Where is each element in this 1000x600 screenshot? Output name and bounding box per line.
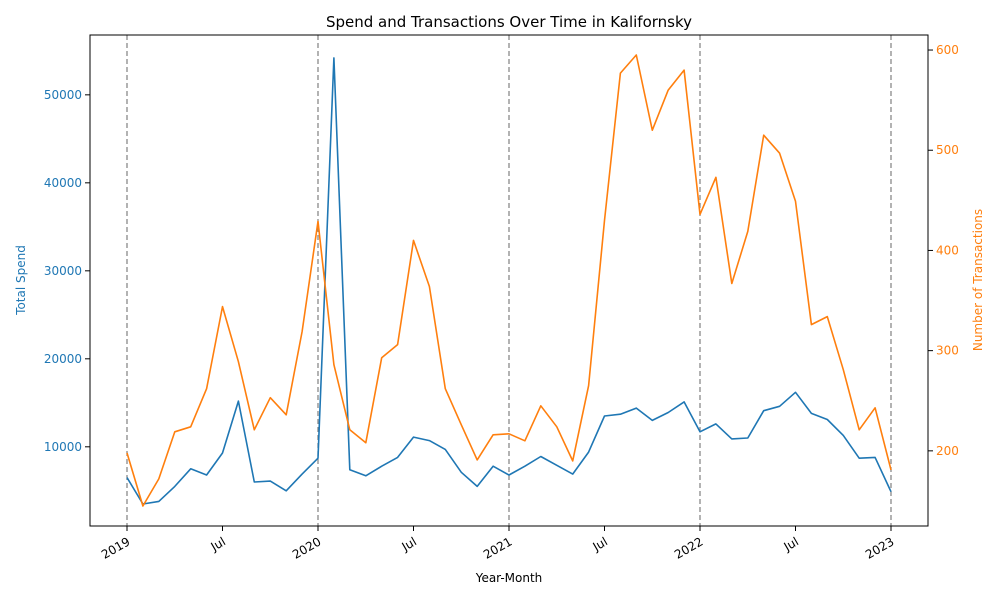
right-y-tick-label: 500 — [936, 143, 959, 157]
left-y-tick-label: 10000 — [44, 440, 82, 454]
right-y-tick-label: 400 — [936, 243, 959, 257]
left-y-tick-label: 20000 — [44, 352, 82, 366]
right-y-tick-label: 300 — [936, 344, 959, 358]
chart-title: Spend and Transactions Over Time in Kali… — [326, 13, 692, 31]
right-y-tick-label: 600 — [936, 43, 959, 57]
right-y-axis: 200 300 400 500 600 — [928, 43, 959, 458]
left-y-tick-label: 30000 — [44, 264, 82, 278]
series-layer — [126, 54, 892, 507]
series-line-number-of-transactions — [126, 54, 892, 507]
x-axis-label: Year-Month — [475, 571, 543, 585]
x-tick-label: Jul — [208, 534, 228, 554]
right-y-tick-label: 200 — [936, 444, 959, 458]
left-y-axis: 10000 20000 30000 40000 50000 — [44, 88, 90, 454]
left-y-tick-label: 40000 — [44, 176, 82, 190]
right-y-axis-label: Number of Transactions — [971, 209, 985, 351]
left-y-tick-label: 50000 — [44, 88, 82, 102]
x-tick-label: Jul — [781, 534, 801, 554]
x-tick-label: Jul — [399, 534, 419, 554]
x-tick-label: Jul — [590, 534, 610, 554]
left-y-axis-label: Total Spend — [14, 245, 28, 316]
series-line-total-spend — [126, 57, 892, 505]
